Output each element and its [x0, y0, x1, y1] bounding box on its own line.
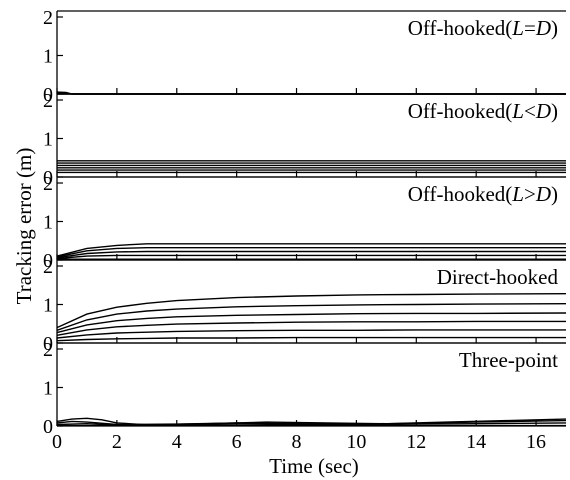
series-line-4: [56, 320, 566, 336]
y-tick-label: 0: [43, 416, 53, 438]
panel-title-part: Off-hooked(: [408, 16, 513, 40]
y-tick-label: 1: [43, 212, 53, 234]
x-tick-label: 14: [466, 431, 486, 453]
panel-title-part: D: [535, 16, 551, 40]
chart-panels: 012 Off-hooked(L=D)012 Off-hooked(L<D)012 O…: [43, 7, 567, 453]
panel-title-part: Off-hooked(: [408, 99, 513, 123]
y-tick-label: 0: [43, 250, 53, 272]
y-tick-label: 2: [43, 90, 53, 112]
series-line-2: [56, 303, 567, 331]
series-line-3: [56, 250, 566, 259]
y-tick-label: 0: [43, 167, 53, 189]
x-axis-label: Time (sec): [269, 454, 359, 478]
panel-2: 0 1 2 Off-hooked(L<D): [43, 90, 566, 189]
panel-1: 0 1 2 Off-hooked(L=D): [43, 7, 566, 106]
panel-title-part: >: [524, 182, 536, 206]
panel-title: Off-hooked(L>D): [408, 182, 558, 206]
series-line-2: [56, 419, 567, 426]
panel-3: 0 1 2 Off-hooked(L>D): [43, 173, 566, 272]
panel-title-part: L: [511, 182, 524, 206]
panel-title-part: ): [551, 182, 558, 206]
y-tick-label: 1: [43, 378, 53, 400]
panel-title: Three-point: [459, 348, 558, 372]
y-tick-label: 0: [43, 84, 53, 106]
series-line-1: [56, 243, 566, 257]
x-tick-label: 2: [112, 431, 122, 453]
series-line-5: [56, 329, 566, 339]
panel-title-part: D: [535, 99, 551, 123]
panel-title-part: D: [535, 182, 551, 206]
panel-title-part: <: [524, 99, 536, 123]
x-tick-label: 6: [232, 431, 242, 453]
panel-title: Off-hooked(L=D): [408, 16, 558, 40]
panel-4: 0 1 2 Direct-hooked: [43, 256, 567, 355]
panel-title-part: L: [511, 16, 524, 40]
panel-title: Direct-hooked: [437, 265, 559, 289]
panel-title-part: ): [551, 16, 558, 40]
y-tick-label: 2: [43, 173, 53, 195]
series-line-3: [56, 312, 567, 334]
panel-title: Off-hooked(L<D): [408, 99, 558, 123]
x-tick-label: 12: [406, 431, 426, 453]
y-tick-label: 1: [43, 46, 53, 68]
panel-title-part: Off-hooked(: [408, 182, 513, 206]
panel-title-part: L: [511, 99, 524, 123]
panel-title-part: ): [551, 99, 558, 123]
y-tick-label: 1: [43, 295, 53, 317]
x-tick-label: 8: [292, 431, 302, 453]
panel-title-part: =: [524, 16, 536, 40]
series-line-6: [56, 336, 566, 342]
x-tick-label: 0: [52, 431, 62, 453]
x-tick-label: 4: [172, 431, 182, 453]
y-tick-label: 1: [43, 129, 53, 151]
series-line-1: [56, 293, 567, 329]
x-tick-label: 16: [526, 431, 546, 453]
x-tick-label: 10: [346, 431, 366, 453]
series-line-3: [56, 422, 567, 426]
y-axis-label: Tracking error (m): [12, 148, 36, 305]
y-tick-label: 2: [43, 7, 53, 29]
y-tick-label: 2: [43, 339, 53, 361]
series-line-4: [56, 254, 566, 260]
panel-5: 0 1 2 Three-point: [43, 339, 567, 438]
y-tick-label: 0: [43, 333, 53, 355]
y-tick-label: 2: [43, 256, 53, 278]
series-line-2: [56, 246, 566, 258]
